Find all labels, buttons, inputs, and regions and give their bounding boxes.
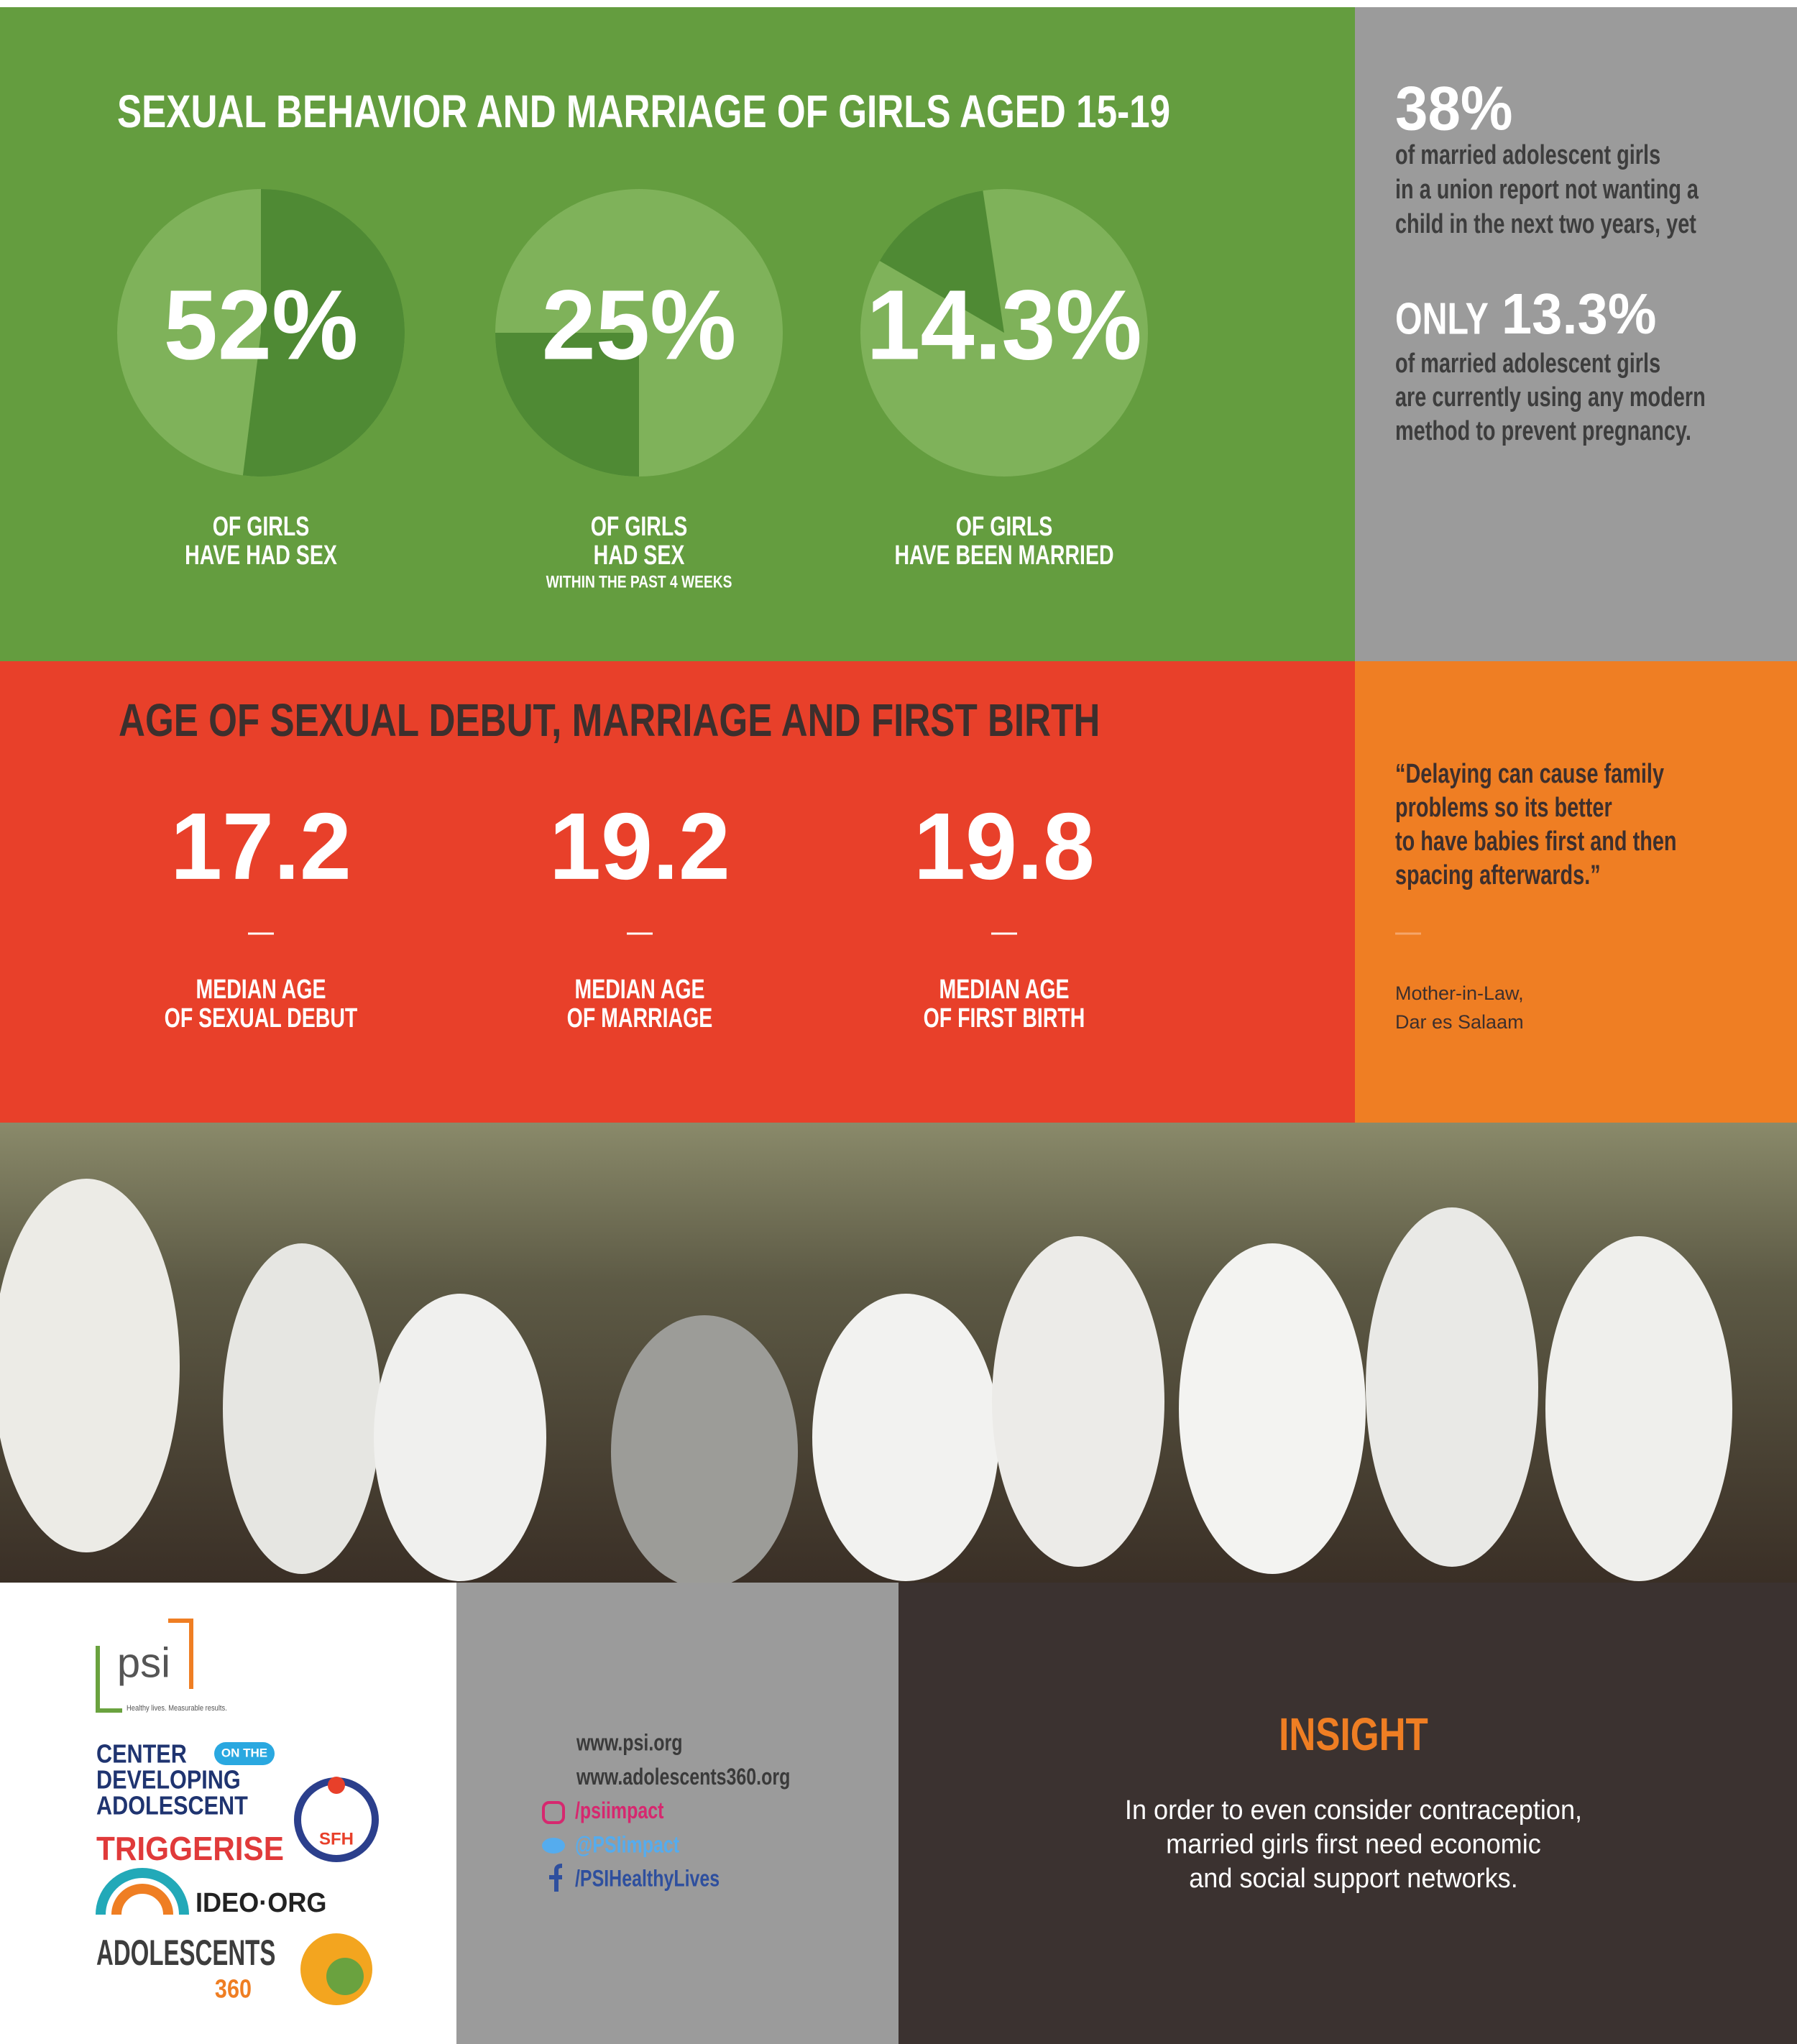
quote-line: spacing afterwards.” xyxy=(1395,860,1601,890)
pie-slice xyxy=(495,333,639,477)
pie-value-label: 25% xyxy=(542,270,737,380)
photo-figure xyxy=(374,1294,546,1581)
age-caption: OF FIRST BIRTH xyxy=(924,1003,1085,1033)
insight-text: In order to even consider contraception, xyxy=(1125,1795,1582,1826)
photo-figure xyxy=(812,1294,999,1581)
age-value: 19.8 xyxy=(914,793,1095,899)
pie-value-label: 52% xyxy=(164,270,359,380)
insight-text: married girls first need economic xyxy=(1166,1830,1541,1860)
sidebar-text: of married adolescent girls xyxy=(1395,140,1660,170)
pie-caption: OF GIRLS xyxy=(956,512,1053,542)
pie-caption: HAVE HAD SEX xyxy=(185,540,337,571)
sidebar-text: method to prevent pregnancy. xyxy=(1395,416,1691,446)
ideo-logo: IDEO·ORG xyxy=(196,1888,327,1918)
top-border xyxy=(0,0,1797,7)
photo-figure xyxy=(992,1236,1164,1567)
photo-figure xyxy=(1366,1207,1538,1567)
pie-caption: HAVE BEEN MARRIED xyxy=(894,540,1113,571)
photo-figure xyxy=(223,1243,381,1574)
gray-panel xyxy=(1355,7,1797,661)
link: www.adolescents360.org xyxy=(576,1764,790,1790)
a360-mark xyxy=(326,1958,364,1995)
pie-value-label: 14.3% xyxy=(866,270,1141,380)
facebook-icon xyxy=(549,1864,563,1892)
ideo-arc xyxy=(96,1868,189,1915)
a360-logo: ADOLESCENTS xyxy=(96,1933,275,1973)
ideo-arc xyxy=(111,1884,173,1915)
sidebar-stat: 13.3% xyxy=(1502,282,1657,346)
section-title: AGE OF SEXUAL DEBUT, MARRIAGE AND FIRST … xyxy=(119,694,1100,746)
quote-attribution: Dar es Salaam xyxy=(1395,1011,1524,1033)
quote-attribution: Mother-in-Law, xyxy=(1395,982,1524,1004)
sfh-dot xyxy=(328,1777,345,1794)
orange-panel xyxy=(1355,661,1797,1123)
photo-figure xyxy=(611,1315,798,1588)
age-value: 17.2 xyxy=(170,793,351,899)
psi-logo: psi xyxy=(117,1639,170,1686)
pie-caption: OF GIRLS xyxy=(213,512,310,542)
pie-slice xyxy=(242,189,405,477)
instagram-icon xyxy=(542,1801,565,1824)
psi-bracket-green xyxy=(96,1646,122,1713)
sidebar-text: child in the next two years, yet xyxy=(1395,209,1696,239)
insight-text: and social support networks. xyxy=(1189,1864,1518,1894)
psi-tagline: Healthy lives. Measurable results. xyxy=(127,1704,227,1713)
photo xyxy=(0,1123,1797,1588)
link: /psiimpact xyxy=(575,1797,664,1823)
insight-title: INSIGHT xyxy=(1279,1708,1428,1760)
triggerise-logo: TRIGGERISE xyxy=(96,1830,284,1867)
cda-badge-text: ON THE xyxy=(221,1746,267,1759)
photo-figure xyxy=(1179,1243,1366,1574)
section-title: SEXUAL BEHAVIOR AND MARRIAGE OF GIRLS AG… xyxy=(117,86,1170,137)
pie-caption: HAD SEX xyxy=(594,540,685,571)
age-caption: OF MARRIAGE xyxy=(567,1003,713,1033)
age-caption: OF SEXUAL DEBUT xyxy=(165,1003,358,1033)
sidebar-text: are currently using any modern xyxy=(1395,382,1706,413)
sidebar-prefix: ONLY xyxy=(1395,294,1489,344)
sfh-logo: SFH xyxy=(319,1829,354,1849)
age-caption: MEDIAN AGE xyxy=(196,975,326,1005)
twitter-icon xyxy=(542,1838,565,1854)
pie-caption: OF GIRLS xyxy=(591,512,688,542)
sidebar-text: in a union report not wanting a xyxy=(1395,175,1699,205)
red-panel xyxy=(0,661,1355,1123)
age-value: 19.2 xyxy=(549,793,730,899)
links-panel xyxy=(456,1583,898,2044)
cda-logo: ADOLESCENT xyxy=(96,1791,248,1820)
age-caption: MEDIAN AGE xyxy=(939,975,1069,1005)
psi-bracket-orange xyxy=(168,1619,193,1689)
quote-line: “Delaying can cause family xyxy=(1395,759,1664,789)
insight-panel xyxy=(898,1583,1797,2044)
link: /PSIHealthyLives xyxy=(575,1866,720,1892)
cda-logo: CENTER xyxy=(96,1739,187,1769)
link: www.psi.org xyxy=(576,1729,682,1755)
pie-slice xyxy=(879,190,1004,333)
photo-figure xyxy=(1545,1236,1732,1581)
cda-logo: DEVELOPING xyxy=(96,1765,241,1795)
sidebar-text: of married adolescent girls xyxy=(1395,349,1660,379)
a360-number: 360 xyxy=(215,1974,252,2004)
quote-line: to have babies first and then xyxy=(1395,827,1677,857)
link: @PSIimpact xyxy=(575,1831,679,1857)
pie-note: WITHIN THE PAST 4 WEEKS xyxy=(546,572,732,591)
sidebar-stat: 38% xyxy=(1395,75,1513,144)
age-caption: MEDIAN AGE xyxy=(574,975,704,1005)
cda-badge xyxy=(214,1742,275,1765)
logo-panel xyxy=(0,1583,456,2044)
quote-line: problems so its better xyxy=(1395,793,1612,823)
photo-figure xyxy=(0,1179,180,1552)
